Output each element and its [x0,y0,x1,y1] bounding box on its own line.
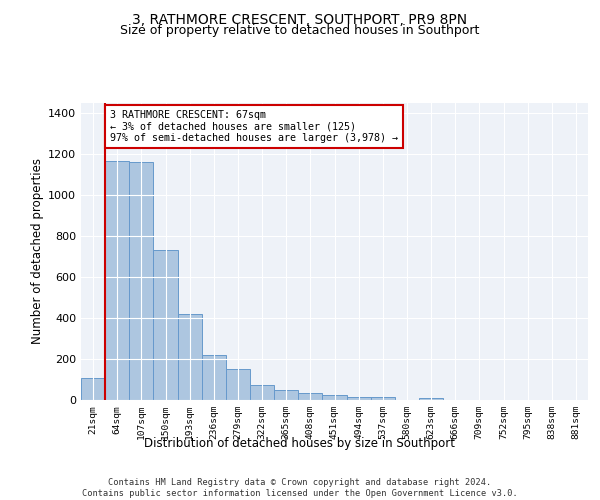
Bar [154,250,178,400]
Bar [81,378,105,400]
Bar [371,397,395,400]
Text: Size of property relative to detached houses in Southport: Size of property relative to detached ho… [121,24,479,37]
Bar [250,385,274,400]
Bar [347,397,371,400]
Bar [226,368,250,400]
Bar [202,356,226,400]
Text: Contains HM Land Registry data © Crown copyright and database right 2024.
Contai: Contains HM Land Registry data © Crown c… [82,478,518,498]
Bar [129,162,154,400]
Y-axis label: Number of detached properties: Number of detached properties [31,158,44,344]
Text: 3, RATHMORE CRESCENT, SOUTHPORT, PR9 8PN: 3, RATHMORE CRESCENT, SOUTHPORT, PR9 8PN [133,12,467,26]
Bar [298,394,322,400]
Bar [178,314,202,400]
Bar [274,390,298,400]
Text: Distribution of detached houses by size in Southport: Distribution of detached houses by size … [145,438,455,450]
Bar [419,398,443,400]
Bar [105,161,129,400]
Text: 3 RATHMORE CRESCENT: 67sqm
← 3% of detached houses are smaller (125)
97% of semi: 3 RATHMORE CRESCENT: 67sqm ← 3% of detac… [110,110,398,143]
Bar [322,396,347,400]
